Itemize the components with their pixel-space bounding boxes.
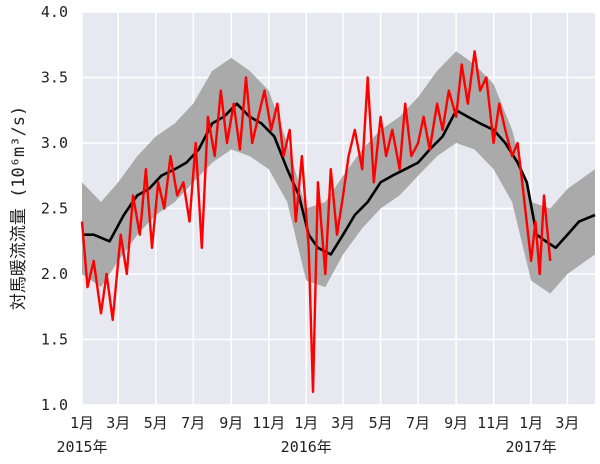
x-tick-label: 1月 (519, 414, 543, 432)
x-tick-label: 3月 (555, 414, 579, 432)
series-line-2 (80, 50, 552, 394)
year-label: 2016年 (281, 438, 332, 456)
y-tick-label: 2.0 (41, 265, 68, 283)
x-tick-label: 5月 (144, 414, 168, 432)
year-label: 2017年 (506, 438, 557, 456)
y-tick-label: 1.5 (41, 331, 68, 349)
x-tick-label: 5月 (369, 414, 393, 432)
y-axis-ticks: 1.0 1.5 2.0 2.5 3.0 3.5 4.0 (41, 3, 68, 414)
y-tick-label: 4.0 (41, 3, 68, 21)
year-label: 2015年 (56, 438, 107, 456)
x-tick-label: 7月 (406, 414, 430, 432)
x-tick-label: 1月 (294, 414, 318, 432)
x-tick-label: 7月 (181, 414, 205, 432)
range-band (82, 51, 595, 294)
x-tick-label: 1月 (70, 414, 94, 432)
x-tick-label: 3月 (106, 414, 130, 432)
year-labels: 2015年 2016年 2017年 (56, 438, 556, 456)
x-axis-ticks: 1月 3月 5月 7月 9月 11月 1月 3月 5月 7月 9月 11月 1月 3月 (70, 414, 579, 432)
y-axis-label: 対馬暖流流量 (10⁶m³/s) (9, 106, 29, 310)
x-tick-label: 11月 (477, 414, 510, 432)
y-tick-label: 2.5 (41, 200, 68, 218)
y-tick-label: 3.5 (41, 69, 68, 87)
x-tick-label: 3月 (331, 414, 355, 432)
x-tick-label: 9月 (444, 414, 468, 432)
x-tick-label: 9月 (219, 414, 243, 432)
y-tick-label: 3.0 (41, 134, 68, 152)
series-line-1 (82, 102, 596, 256)
x-tick-label: 11月 (252, 414, 285, 432)
y-tick-label: 1.0 (41, 396, 68, 414)
series-lines (80, 50, 596, 394)
